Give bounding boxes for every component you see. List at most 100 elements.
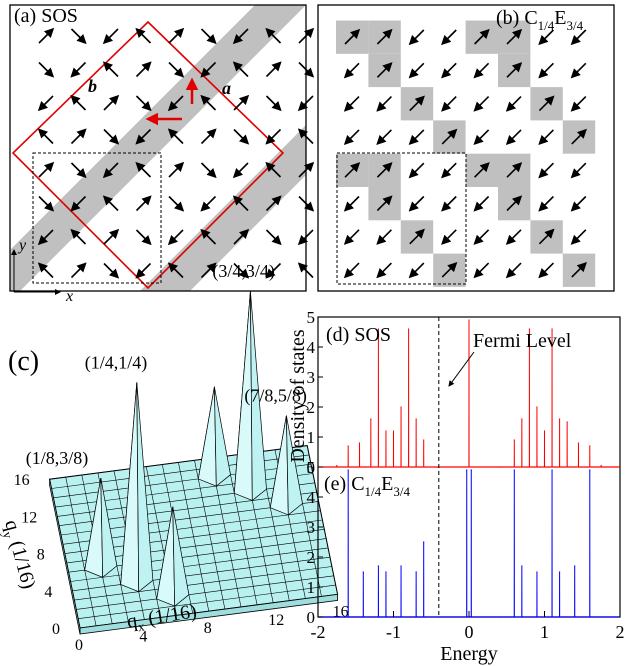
dos-y-tick-label: 4 [307,338,316,357]
axis-x-label: x [65,288,73,305]
qx-tick: 4 [139,629,147,646]
spin-arrows-a [37,27,315,279]
qx-tick: 0 [75,637,83,654]
spin-arrow [265,27,282,44]
dos-point [513,469,515,471]
spin-arrow [135,61,152,78]
spin-arrow [473,62,490,79]
spin-arrow [70,228,87,245]
spin-arrow [70,61,87,78]
dos-point [415,418,417,420]
panel-c-label: (c) [8,346,39,377]
spin-arrow [167,128,184,145]
grid-line [306,445,338,595]
qx-label: q [125,610,138,633]
dos-y-tick-label: 2 [307,398,316,417]
spin-arrow [168,161,185,178]
spin-arrow [344,28,361,45]
peak-front [250,291,267,502]
spin-arrow [37,229,54,246]
spin-arrow [168,195,185,212]
dos-point [362,571,364,573]
panel-e-label-main: (e) C [324,473,365,495]
spin-arrow [343,96,360,112]
spin-arrow [474,162,490,178]
grid-line [53,463,312,499]
spin-arrow [538,62,554,79]
vector-a-label: a [222,78,231,98]
panel-e-label: (e) C1/4E3/4 [324,473,411,499]
qx-sub: x [137,618,146,634]
spin-arrow [200,228,217,245]
dos-point [521,418,523,420]
grid-line [226,456,258,605]
axis-y-label: y [17,237,27,254]
spin-arrow [473,229,490,245]
grid-line [194,460,226,610]
spin-arrow [570,62,587,79]
spin-arrow [37,128,54,145]
spin-arrow [265,128,282,145]
spin-arrow [298,195,315,212]
grid-line [49,445,308,480]
dos-point [408,328,410,330]
spin-arrow [505,229,522,245]
dos-point [536,406,538,408]
peak-front [172,506,190,607]
spin-arrow [506,28,523,45]
vector-b-label: b [88,76,97,96]
spin-arrow [102,195,119,212]
spin-arrow [376,229,392,245]
spin-arrow [538,95,555,112]
spin-arrow [233,228,250,245]
spin-arrow [297,128,314,145]
spin-arrow [265,229,282,246]
dos-y-tick-label: 5 [307,308,316,327]
spin-arrow [570,29,587,46]
dos-point [574,565,576,567]
gray-stripe-lower [140,125,306,291]
dos-point [521,565,523,567]
qy-tick: 16 [14,472,30,489]
panel-e-sub2: 3/4 [393,484,410,499]
spin-arrow [343,195,360,212]
magnetic-unit-cell [11,20,285,290]
spin-arrow [70,195,87,212]
spin-arrow [441,62,457,79]
dos-point [347,469,349,471]
spin-arrow [297,262,314,279]
panel-b-label: (b) C1/4E3/4 [496,7,584,33]
spin-arrow [168,27,185,44]
dos-point [466,469,468,471]
peak-label: (3/4,3/4) [212,261,275,282]
peak-front [214,386,231,487]
spin-arrow [408,195,425,212]
panel-b-sub2: 3/4 [567,18,584,33]
dos-y-tick-label: 0 [307,458,316,477]
qx-tick: 8 [204,620,212,637]
spin-arrow [70,262,87,279]
qx-tick: 16 [333,603,349,620]
panel-b-sub1: 1/4 [538,18,555,33]
dos-y-tick-label: 4 [307,488,316,507]
panel-b: (b) C1/4E3/4 [317,4,615,292]
dos-point [423,439,425,441]
peak-label: (1/4,1/4) [85,352,148,373]
spin-arrow [570,162,587,179]
spin-arrow [441,128,458,145]
peak-front [136,382,154,593]
dos-point [600,464,602,467]
dos-point [559,418,561,420]
spin-arrow [200,262,217,279]
panel-a: (a) SOS a b y x [9,4,315,305]
spin-arrow [102,28,119,45]
spin-arrow [344,162,361,178]
dos-point [470,469,472,471]
spin-arrow [38,161,55,178]
dos-y-tick-label: 3 [307,518,316,537]
surface-plot [49,291,339,635]
spin-arrow [505,129,522,146]
spin-arrow [538,228,555,245]
xy-axes: y x [11,237,73,305]
